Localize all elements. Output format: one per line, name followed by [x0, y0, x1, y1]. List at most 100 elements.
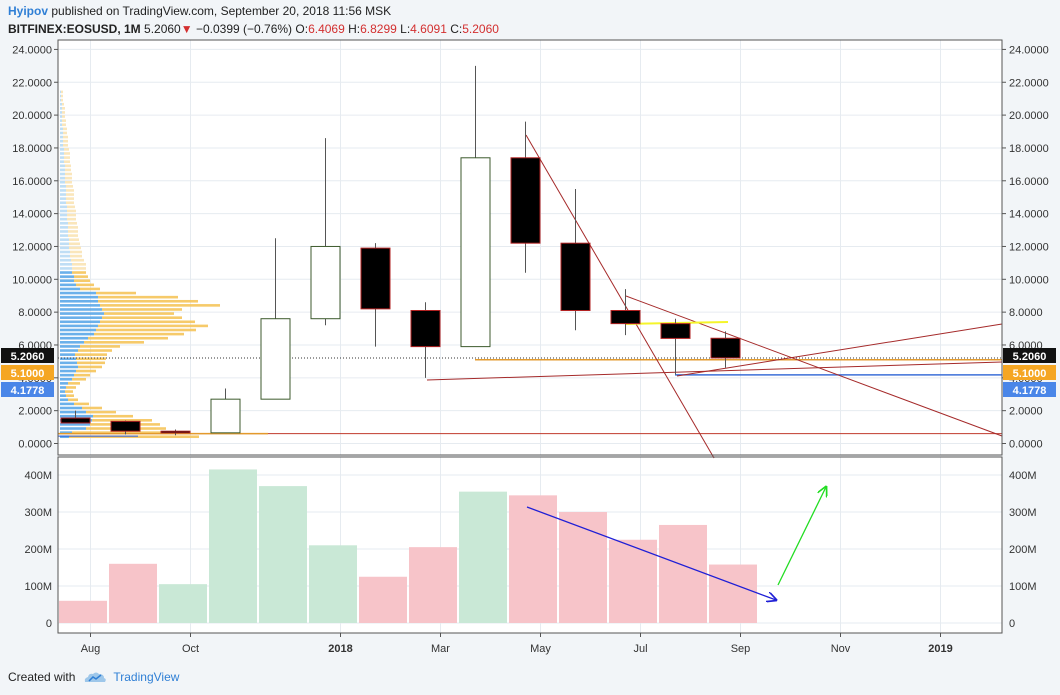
candle-body: [660, 323, 691, 339]
candle-body: [560, 242, 591, 311]
volume-profile-bar-gold: [96, 328, 196, 332]
volume-profile-bar-gold: [66, 193, 74, 196]
volume-bar: [509, 495, 557, 623]
price-pane: [58, 40, 1002, 455]
volume-bar: [659, 524, 707, 623]
volume-profile-bar-gold: [74, 373, 90, 377]
price-badge-right: [1003, 365, 1056, 380]
author-name[interactable]: Hyipov: [8, 4, 49, 18]
volume-profile-bar-gold: [68, 234, 78, 237]
volume-profile-bar-gold: [104, 312, 174, 315]
down-arrow-icon: ▼: [180, 22, 193, 36]
close-value: 5.2060: [462, 22, 499, 36]
price-badge-right: [1003, 348, 1056, 363]
volume-profile-bar-blue: [60, 353, 75, 356]
volume-tick-right: 300M: [1009, 507, 1037, 519]
volume-profile-bar-gold: [67, 213, 76, 217]
volume-profile-bar-gold: [68, 398, 78, 402]
symbol-name: BITFINEX:EOSUSD, 1M: [8, 22, 141, 36]
volume-profile-bar-blue: [60, 373, 74, 377]
volume-profile-bar-blue: [60, 119, 62, 122]
volume-profile-bar-gold: [78, 365, 102, 369]
volume-profile-bar-blue: [60, 205, 67, 209]
volume-profile-bar-blue: [60, 431, 72, 434]
volume-profile-bar-gold: [100, 320, 195, 324]
open-label: O:: [295, 22, 309, 36]
volume-profile-bar-gold: [66, 197, 74, 200]
low-label: L:: [400, 22, 411, 36]
volume-profile-bar-blue: [60, 172, 65, 176]
volume-bar: [409, 547, 457, 623]
price-tick-right: 0.0000: [1009, 439, 1043, 451]
candle-body: [60, 417, 91, 424]
price-tick-left: 0.0000: [18, 439, 52, 451]
volume-profile-bar-gold: [63, 131, 67, 135]
volume-profile-bar-gold: [77, 361, 105, 365]
candle-body: [160, 430, 191, 434]
volume-profile-bar-gold: [62, 123, 66, 127]
volume-profile-bar-gold: [68, 382, 80, 385]
volume-profile-bar-gold: [76, 283, 94, 287]
price-tick-right: 8.0000: [1009, 307, 1043, 319]
volume-profile-bar-blue: [60, 382, 68, 385]
volume-profile-bar-gold: [62, 119, 66, 122]
volume-profile-bar-gold: [98, 295, 178, 299]
volume-profile-bar-gold: [66, 394, 74, 397]
volume-profile-bar-blue: [60, 189, 66, 192]
volume-profile-bar-blue: [60, 230, 68, 233]
volume-profile-bar-blue: [60, 201, 66, 205]
price-badge-text: 4.1778: [11, 385, 45, 397]
volume-profile-bar-gold: [70, 254, 82, 258]
volume-profile-bar-gold: [82, 406, 102, 410]
volume-profile-bar-blue: [60, 263, 72, 266]
volume-profile-bar-gold: [74, 402, 89, 406]
volume-profile-bar-blue: [60, 295, 98, 299]
price-badge-left: [1, 348, 54, 363]
volume-profile-bar-blue: [60, 156, 64, 159]
volume-profile-bar-blue: [60, 414, 93, 418]
volume-profile-bar-blue: [60, 90, 61, 94]
trendline-up-2: [676, 323, 1003, 377]
volume-profile-bar-blue: [60, 365, 78, 369]
volume-profile-bar-gold: [63, 135, 68, 139]
last-price: 5.2060: [144, 22, 181, 36]
volume-profile-bar-gold: [64, 160, 70, 163]
trendline-down-steep: [525, 134, 715, 459]
open-value: 6.4069: [308, 22, 345, 36]
volume-profile-bar-gold: [65, 390, 73, 393]
volume-profile-bar-blue: [60, 316, 102, 319]
volume-tick-left: 100M: [24, 581, 52, 593]
high-label: H:: [348, 22, 361, 36]
volume-profile-bar-blue: [60, 287, 80, 291]
volume-profile-bar-blue: [60, 217, 67, 221]
volume-profile-bar-blue: [60, 185, 66, 188]
volume-profile-bar-gold: [102, 308, 182, 311]
volume-profile-bar-blue: [60, 435, 69, 439]
time-label: Mar: [431, 643, 450, 655]
volume-tick-left: 0: [46, 618, 52, 630]
volume-profile-bar-blue: [60, 98, 61, 102]
volume-profile-bar-gold: [98, 299, 198, 303]
price-tick-right: 2.0000: [1009, 406, 1043, 418]
volume-profile-bar-gold: [66, 201, 74, 205]
volume-profile-bar-blue: [60, 168, 65, 172]
volume-profile-bar-gold: [62, 107, 65, 110]
volume-profile-bar-gold: [66, 185, 73, 188]
volume-profile-bar-gold: [61, 90, 63, 94]
price-tick-left: 8.0000: [18, 307, 52, 319]
price-tick-right: 14.0000: [1009, 209, 1049, 221]
volume-profile-bar-blue: [60, 258, 71, 262]
tradingview-brand[interactable]: TradingView: [113, 670, 180, 684]
time-label: Aug: [81, 643, 101, 655]
volume-bar: [259, 486, 307, 623]
volume-profile-bar-blue: [60, 135, 63, 139]
volume-profile-bar-gold: [86, 410, 116, 414]
volume-tick-left: 400M: [24, 470, 52, 482]
volume-profile-bar-blue: [60, 312, 104, 315]
volume-profile-bar-gold: [66, 189, 74, 192]
time-label: Oct: [182, 643, 199, 655]
volume-profile-bar-blue: [60, 427, 86, 430]
volume-profile-bar-blue: [60, 369, 76, 373]
price-tick-left: 20.0000: [12, 110, 52, 122]
